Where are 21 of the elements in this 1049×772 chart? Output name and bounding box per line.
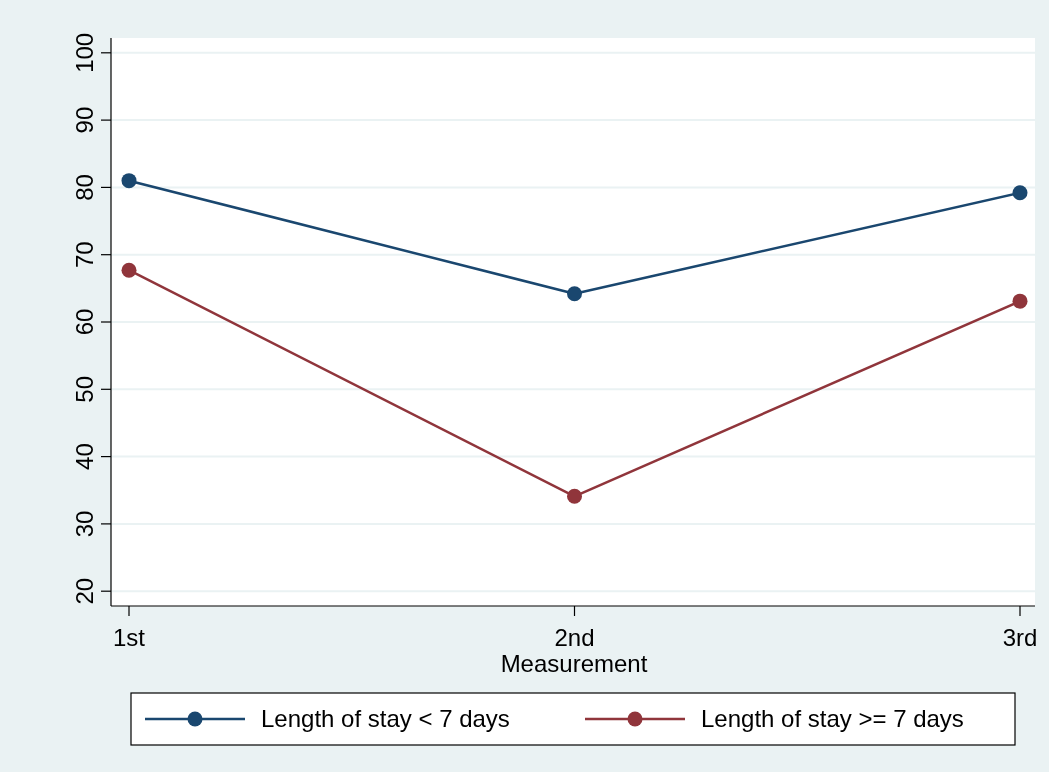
y-tick-label: 100 bbox=[71, 32, 98, 73]
y-tick-label: 90 bbox=[71, 106, 98, 134]
point bbox=[567, 488, 582, 504]
y-tick-label: 30 bbox=[71, 510, 98, 538]
x-tick-label: 2nd bbox=[554, 624, 595, 651]
y-tick-label: 40 bbox=[71, 443, 98, 470]
point bbox=[567, 286, 582, 302]
point bbox=[121, 262, 137, 278]
x-tick-label: 3rd bbox=[1002, 624, 1038, 651]
x-axis-title: Measurement bbox=[500, 650, 648, 677]
point bbox=[1012, 185, 1028, 201]
legend-label: Length of stay >= 7 days bbox=[701, 705, 964, 732]
y-tick-label: 60 bbox=[71, 308, 98, 336]
legend-label: Length of stay < 7 days bbox=[261, 705, 510, 732]
y-tick-label: 80 bbox=[71, 174, 98, 201]
y-tick-label: 20 bbox=[71, 577, 98, 605]
point bbox=[121, 173, 137, 189]
x-tick-label: 1st bbox=[112, 624, 146, 651]
y-tick-label: 70 bbox=[71, 241, 98, 269]
point bbox=[1012, 293, 1028, 309]
y-tick-label: 50 bbox=[71, 375, 98, 403]
